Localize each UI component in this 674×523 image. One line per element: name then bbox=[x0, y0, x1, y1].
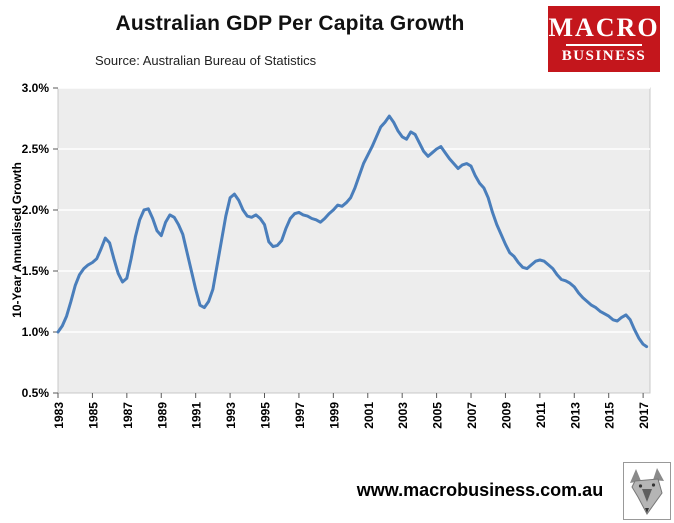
y-tick-label: 1.0% bbox=[22, 325, 50, 339]
wolf-logo-icon bbox=[623, 462, 671, 520]
x-tick-label: 1987 bbox=[121, 402, 135, 429]
x-tick-label: 2015 bbox=[603, 402, 617, 429]
site-url: www.macrobusiness.com.au bbox=[356, 480, 604, 500]
y-tick-label: 2.5% bbox=[22, 142, 50, 156]
x-tick-label: 2007 bbox=[465, 402, 479, 429]
y-tick-label: 0.5% bbox=[22, 386, 50, 400]
wolf-silhouette bbox=[630, 468, 664, 515]
x-tick-label: 1985 bbox=[86, 402, 100, 429]
macrobusiness-logo: MACRO BUSINESS bbox=[548, 6, 660, 72]
x-tick-label: 1997 bbox=[293, 402, 307, 429]
y-tick-label: 2.0% bbox=[22, 203, 50, 217]
x-tick-label: 2011 bbox=[534, 402, 548, 428]
x-tick-label: 2001 bbox=[362, 402, 376, 429]
x-tick-label: 1983 bbox=[52, 402, 66, 429]
x-tick-label: 1999 bbox=[327, 402, 341, 429]
x-tick-label: 1995 bbox=[259, 402, 273, 429]
x-tick-label: 1991 bbox=[190, 402, 204, 429]
x-tick-label: 1989 bbox=[155, 402, 169, 429]
page-title: Australian GDP Per Capita Growth bbox=[115, 12, 465, 35]
logo-divider bbox=[566, 43, 642, 46]
y-tick-label: 3.0% bbox=[22, 81, 50, 95]
logo-text-macro: MACRO bbox=[548, 12, 660, 42]
x-tick-label: 2009 bbox=[499, 402, 513, 429]
x-tick-label: 2003 bbox=[396, 402, 410, 429]
x-tick-label: 2013 bbox=[568, 402, 582, 429]
x-tick-label: 2005 bbox=[431, 402, 445, 429]
series-line bbox=[56, 114, 649, 349]
chart-source: Source: Australian Bureau of Statistics bbox=[95, 53, 317, 68]
x-tick-label: 2017 bbox=[637, 402, 651, 429]
line-chart: 0.5% 1.0% 1.5% 2.0% 2.5% 3.0% 1983 1985 1987 1989… bbox=[22, 81, 651, 429]
y-tick-label: 1.5% bbox=[22, 264, 50, 278]
x-tick-label: 1993 bbox=[224, 402, 238, 429]
logo-text-business: BUSINESS bbox=[561, 47, 647, 64]
plot-area bbox=[57, 87, 651, 394]
